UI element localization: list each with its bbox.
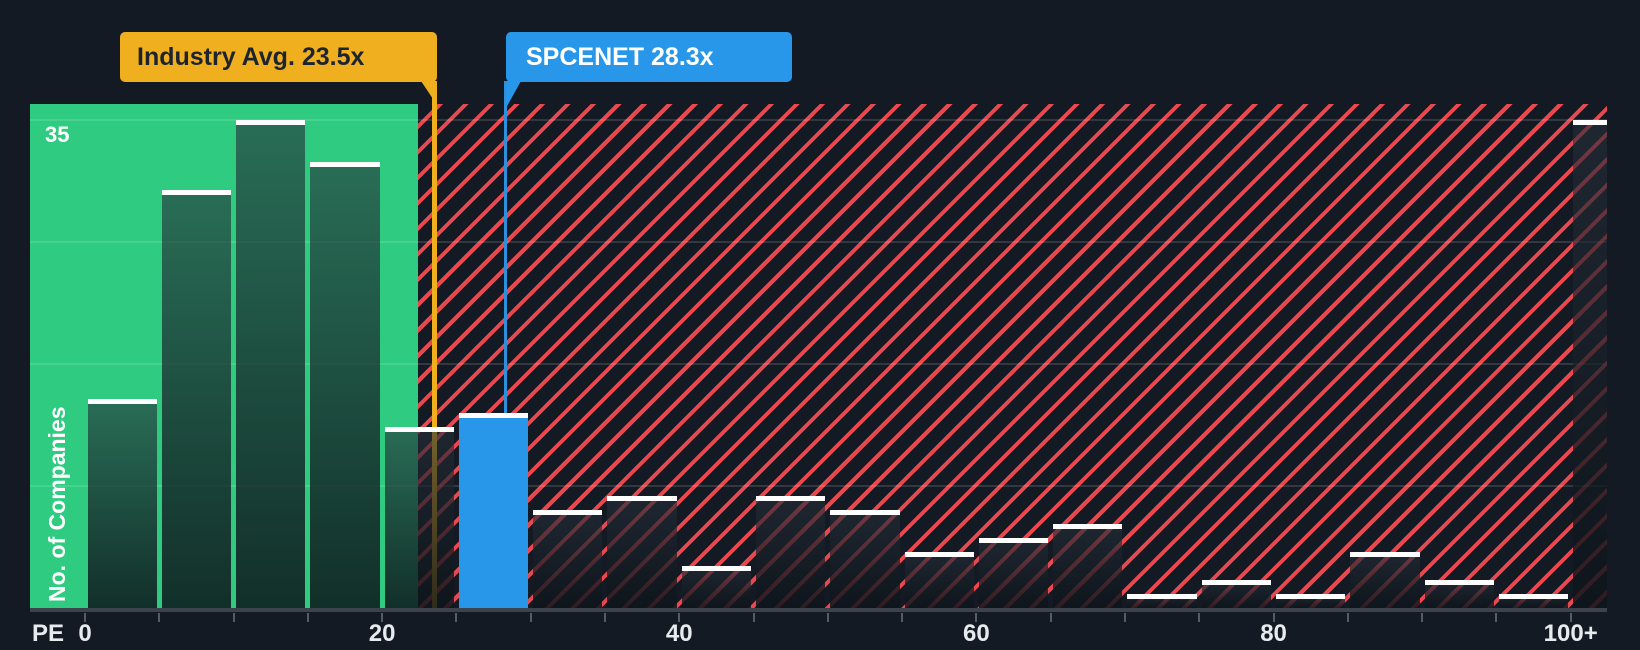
bar-top-cap bbox=[87, 398, 157, 404]
bar-top-cap bbox=[1350, 552, 1420, 558]
histogram-bar[interactable] bbox=[978, 538, 1049, 608]
x-axis-tick-label: 40 bbox=[665, 620, 693, 647]
histogram-bar[interactable] bbox=[1053, 524, 1123, 608]
company-callout-label: SPCENET 28.3x bbox=[526, 43, 714, 71]
x-axis-tick bbox=[975, 613, 978, 622]
bar-top-cap bbox=[904, 552, 974, 558]
bar-top-cap bbox=[384, 426, 454, 432]
bar-top-cap bbox=[1201, 580, 1272, 586]
bar-top-cap bbox=[830, 510, 900, 516]
x-axis-tick bbox=[1123, 613, 1126, 622]
histogram-bar[interactable] bbox=[1573, 119, 1607, 608]
x-axis-tick-label: 20 bbox=[368, 620, 396, 647]
company-bar[interactable] bbox=[458, 412, 529, 608]
x-axis-tick bbox=[901, 613, 904, 622]
x-axis-tick bbox=[678, 613, 681, 622]
bar-top-cap bbox=[681, 566, 752, 572]
x-axis-tick bbox=[306, 613, 309, 622]
x-axis-tick-label: 0 bbox=[78, 620, 92, 647]
bar-top-cap bbox=[1424, 580, 1494, 586]
gridline bbox=[30, 362, 1607, 365]
histogram-bar[interactable] bbox=[756, 496, 826, 608]
x-axis-tick-label: 100+ bbox=[1543, 620, 1598, 647]
x-axis-tick bbox=[158, 613, 161, 622]
x-axis-tick-label: 60 bbox=[963, 620, 990, 647]
gridline bbox=[30, 484, 1607, 487]
histogram-bar[interactable] bbox=[681, 566, 752, 608]
bar-top-cap bbox=[1498, 594, 1569, 600]
histogram-bar[interactable] bbox=[87, 398, 157, 608]
industry-avg-callout-tail bbox=[421, 81, 437, 105]
histogram-bar[interactable] bbox=[384, 426, 454, 608]
histogram-bar[interactable] bbox=[830, 510, 900, 608]
bar-top-cap bbox=[310, 161, 380, 167]
x-axis-tick bbox=[455, 613, 458, 622]
x-axis-tick bbox=[529, 613, 532, 622]
histogram-bar[interactable] bbox=[607, 496, 677, 608]
bar-top-cap bbox=[236, 119, 306, 125]
x-axis-tick bbox=[1569, 613, 1572, 622]
x-axis-tick bbox=[1421, 613, 1424, 622]
industry-avg-callout: Industry Avg. 23.5x bbox=[120, 32, 437, 82]
x-axis-tick bbox=[84, 613, 86, 622]
y-axis-title: No. of Companies bbox=[44, 406, 70, 602]
bar-top-cap bbox=[161, 189, 232, 195]
company-marker-line bbox=[503, 81, 507, 413]
industry-average-line bbox=[431, 81, 437, 608]
bar-top-cap bbox=[1127, 594, 1197, 600]
bar-top-cap bbox=[1053, 524, 1123, 530]
x-axis-line bbox=[30, 608, 1607, 612]
x-axis-title: PE bbox=[32, 620, 65, 647]
x-axis-tick bbox=[232, 613, 235, 622]
bar-top-cap bbox=[533, 510, 603, 516]
histogram-bar[interactable] bbox=[1276, 594, 1346, 608]
bar-top-cap bbox=[607, 496, 677, 502]
gridline bbox=[30, 118, 1607, 121]
y-axis-max-label: 35 bbox=[45, 122, 70, 147]
histogram-bar[interactable] bbox=[310, 161, 380, 608]
industry-avg-callout-label: Industry Avg. 23.5x bbox=[137, 43, 365, 71]
x-axis-tick bbox=[1198, 613, 1201, 622]
bar-top-cap bbox=[458, 412, 529, 418]
x-axis-tick bbox=[826, 613, 829, 622]
x-axis-tick bbox=[1495, 613, 1498, 622]
histogram-bar[interactable] bbox=[1498, 594, 1569, 608]
x-axis-tick bbox=[1346, 613, 1349, 622]
bar-top-cap bbox=[1573, 119, 1607, 125]
histogram-bar[interactable] bbox=[1127, 594, 1197, 608]
x-axis-tick bbox=[752, 613, 755, 622]
histogram-bar[interactable] bbox=[1424, 580, 1494, 608]
bar-top-cap bbox=[978, 538, 1049, 544]
x-axis-tick-label: 80 bbox=[1260, 620, 1287, 647]
gridline bbox=[30, 240, 1607, 243]
bar-top-cap bbox=[1276, 594, 1346, 600]
histogram-bar[interactable] bbox=[904, 552, 974, 608]
histogram-bar[interactable] bbox=[1201, 580, 1272, 608]
company-callout: SPCENET 28.3x bbox=[506, 32, 792, 82]
x-axis-tick bbox=[1272, 613, 1275, 622]
x-axis-tick bbox=[603, 613, 606, 622]
histogram-bar[interactable] bbox=[236, 119, 306, 608]
histogram-bar[interactable] bbox=[533, 510, 603, 608]
histogram-bar[interactable] bbox=[161, 189, 232, 608]
x-axis-tick bbox=[1049, 613, 1052, 622]
histogram-bar[interactable] bbox=[1350, 552, 1420, 608]
bar-top-cap bbox=[756, 496, 826, 502]
x-axis-tick bbox=[381, 613, 384, 622]
